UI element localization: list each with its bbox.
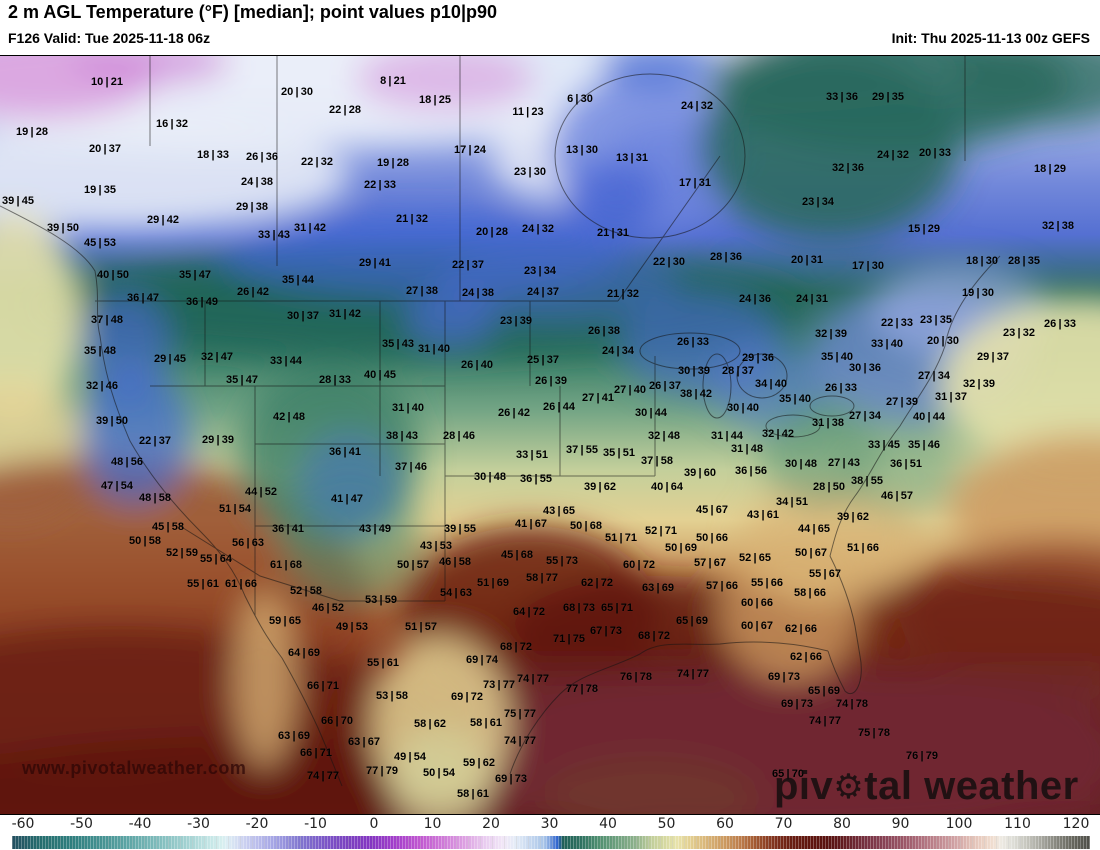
- site-url-watermark: www.pivotalweather.com: [22, 758, 247, 778]
- colorbar-tick: 80: [833, 816, 851, 832]
- temperature-field: [0, 56, 1100, 814]
- colorbar-tick: -10: [304, 816, 327, 832]
- colorbar-tick: -50: [70, 816, 93, 832]
- colorbar-tick-labels: -60 -50 -40 -30 -20 -10 0 10 20 30 40 50 60 70 80 90 100…: [0, 816, 1100, 834]
- temperature-colorbar: -60 -50 -40 -30 -20 -10 0 10 20 30 40 50 60 70 80 90 100…: [0, 815, 1100, 850]
- province-borders: [149, 56, 966, 301]
- colorbar-tick: 10: [423, 816, 442, 832]
- colorbar-gradient-strip: [12, 836, 1090, 849]
- header: 2 m AGL Temperature (°F) [median]; point…: [0, 0, 1100, 55]
- colorbar-tick: 30: [540, 816, 559, 832]
- lake-erie-outline: [765, 414, 821, 438]
- coastline-gulf: [509, 641, 829, 775]
- colorbar-tick: 40: [599, 816, 617, 832]
- colorbar-tick: 70: [774, 816, 793, 832]
- colorbar-tick: 120: [1062, 816, 1090, 832]
- lake-michigan-outline: [702, 353, 732, 419]
- pivotal-weather-logo: piv⚙tal weather: [774, 766, 1079, 807]
- coastline-west: [0, 205, 343, 787]
- weather-map[interactable]: [0, 55, 1100, 815]
- page-title: 2 m AGL Temperature (°F) [median]; point…: [8, 2, 497, 22]
- colorbar-tick: 50: [657, 816, 676, 832]
- border-ontario: [617, 155, 721, 302]
- colorbar-tick: -40: [128, 816, 152, 832]
- colorbar-tick: 60: [716, 816, 734, 832]
- colorbar-tick: 20: [482, 816, 500, 832]
- valid-time-label: F126 Valid: Tue 2025-11-18 06z: [8, 30, 211, 46]
- colorbar-tick: 0: [369, 816, 379, 832]
- geography-borders: [0, 56, 1001, 787]
- colorbar-tick: 110: [1004, 816, 1031, 832]
- colorbar-tick: -30: [187, 816, 210, 832]
- colorbar-hatch-overlay: [12, 836, 1090, 849]
- lake-ontario-outline: [809, 395, 855, 417]
- lake-superior-outline: [639, 332, 741, 370]
- state-borders: [150, 301, 656, 616]
- coastline-east: [827, 255, 1001, 694]
- lake-huron-outline: [736, 353, 788, 399]
- hudson-bay-outline: [554, 73, 746, 239]
- colorbar-tick: -60: [11, 816, 35, 832]
- logo-text-left: piv: [774, 764, 834, 808]
- init-time-label: Init: Thu 2025-11-13 00z GEFS: [891, 30, 1090, 46]
- colorbar-tick: 100: [945, 816, 973, 832]
- logo-text-right: tal weather: [864, 764, 1079, 808]
- colorbar-tick: -20: [245, 816, 269, 832]
- gear-icon: ⚙: [833, 768, 865, 806]
- temperature-blobs: [0, 56, 1100, 814]
- colorbar-tick: 90: [891, 816, 910, 832]
